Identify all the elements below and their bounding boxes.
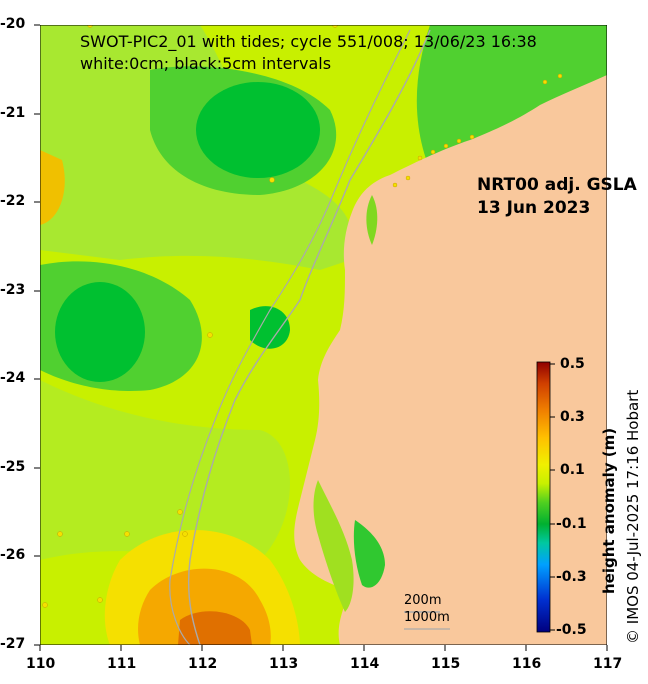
y-tick-label: -23 [0,282,26,298]
track-point [392,182,398,188]
track-point [177,509,183,515]
y-tick-label: -22 [0,193,26,209]
colorbar-tick-label: -0.1 [556,516,587,532]
y-axis-ticks [34,24,40,646]
track-point [207,332,213,338]
colorbar-tick-label: 0.1 [560,462,585,478]
track-point [42,602,48,608]
map-title-line2: white:0cm; black:5cm intervals [80,54,332,73]
track-point [97,597,103,603]
map-title-line1: SWOT-PIC2_01 with tides; cycle 551/008; … [80,32,537,51]
track-point [557,73,563,79]
colorbar-tick-label: -0.5 [556,622,587,638]
land-western-australia [294,25,607,645]
track-point [269,177,275,183]
y-tick-label: -20 [0,16,26,32]
track-point [430,149,436,155]
depth-contour-1000m [169,29,411,645]
track-point [124,531,130,537]
sla-low-north-core [196,82,320,178]
x-tick-label: 116 [512,656,542,672]
x-tick-label: 117 [593,656,623,672]
sla-patch-lightgreen [40,380,290,560]
colorbar-tick-label: 0.5 [560,356,585,372]
y-tick-label: -27 [0,636,26,652]
x-axis-ticks [39,645,608,651]
colorbar-tick-label: 0.3 [560,409,585,425]
shark-bay-inner [353,520,385,588]
colorbar-label: height anomaly (m) [600,427,618,594]
track-point [182,531,188,537]
y-tick-label: -25 [0,459,26,475]
sla-low-coast [250,306,290,349]
sla-high-south-core [178,611,252,645]
track-point [542,79,548,85]
track-point [87,25,93,28]
track-point [456,138,462,144]
track-point [417,155,423,161]
x-tick-label: 115 [431,656,461,672]
colorbar-ticks [550,363,555,631]
product-date: 13 Jun 2023 [477,198,591,218]
x-tick-label: 111 [107,656,137,672]
legend-1000m: 1000m [404,610,450,625]
track-point [443,143,449,149]
y-tick-label: -21 [0,105,26,121]
track-point [469,134,475,140]
x-tick-label: 110 [26,656,56,672]
track-point [57,531,63,537]
swot-track-points [42,25,563,608]
sla-low-west-core [55,282,145,382]
colorbar [536,361,551,633]
track-point [332,25,338,28]
shark-bay [313,480,354,612]
x-tick-label: 113 [269,656,299,672]
legend-200m: 200m [404,593,442,608]
sla-high-west [40,150,65,225]
y-tick-label: -26 [0,547,26,563]
depth-contour-200m [187,29,431,645]
x-tick-label: 114 [350,656,380,672]
credit-text: © IMOS 04-Jul-2025 17:16 Hobart [624,389,642,644]
colorbar-tick-label: -0.3 [556,569,587,585]
track-point [405,175,411,181]
product-name: NRT00 adj. GSLA [477,175,637,195]
y-tick-label: -24 [0,370,26,386]
exmouth-gulf [366,195,378,245]
x-tick-label: 112 [188,656,218,672]
